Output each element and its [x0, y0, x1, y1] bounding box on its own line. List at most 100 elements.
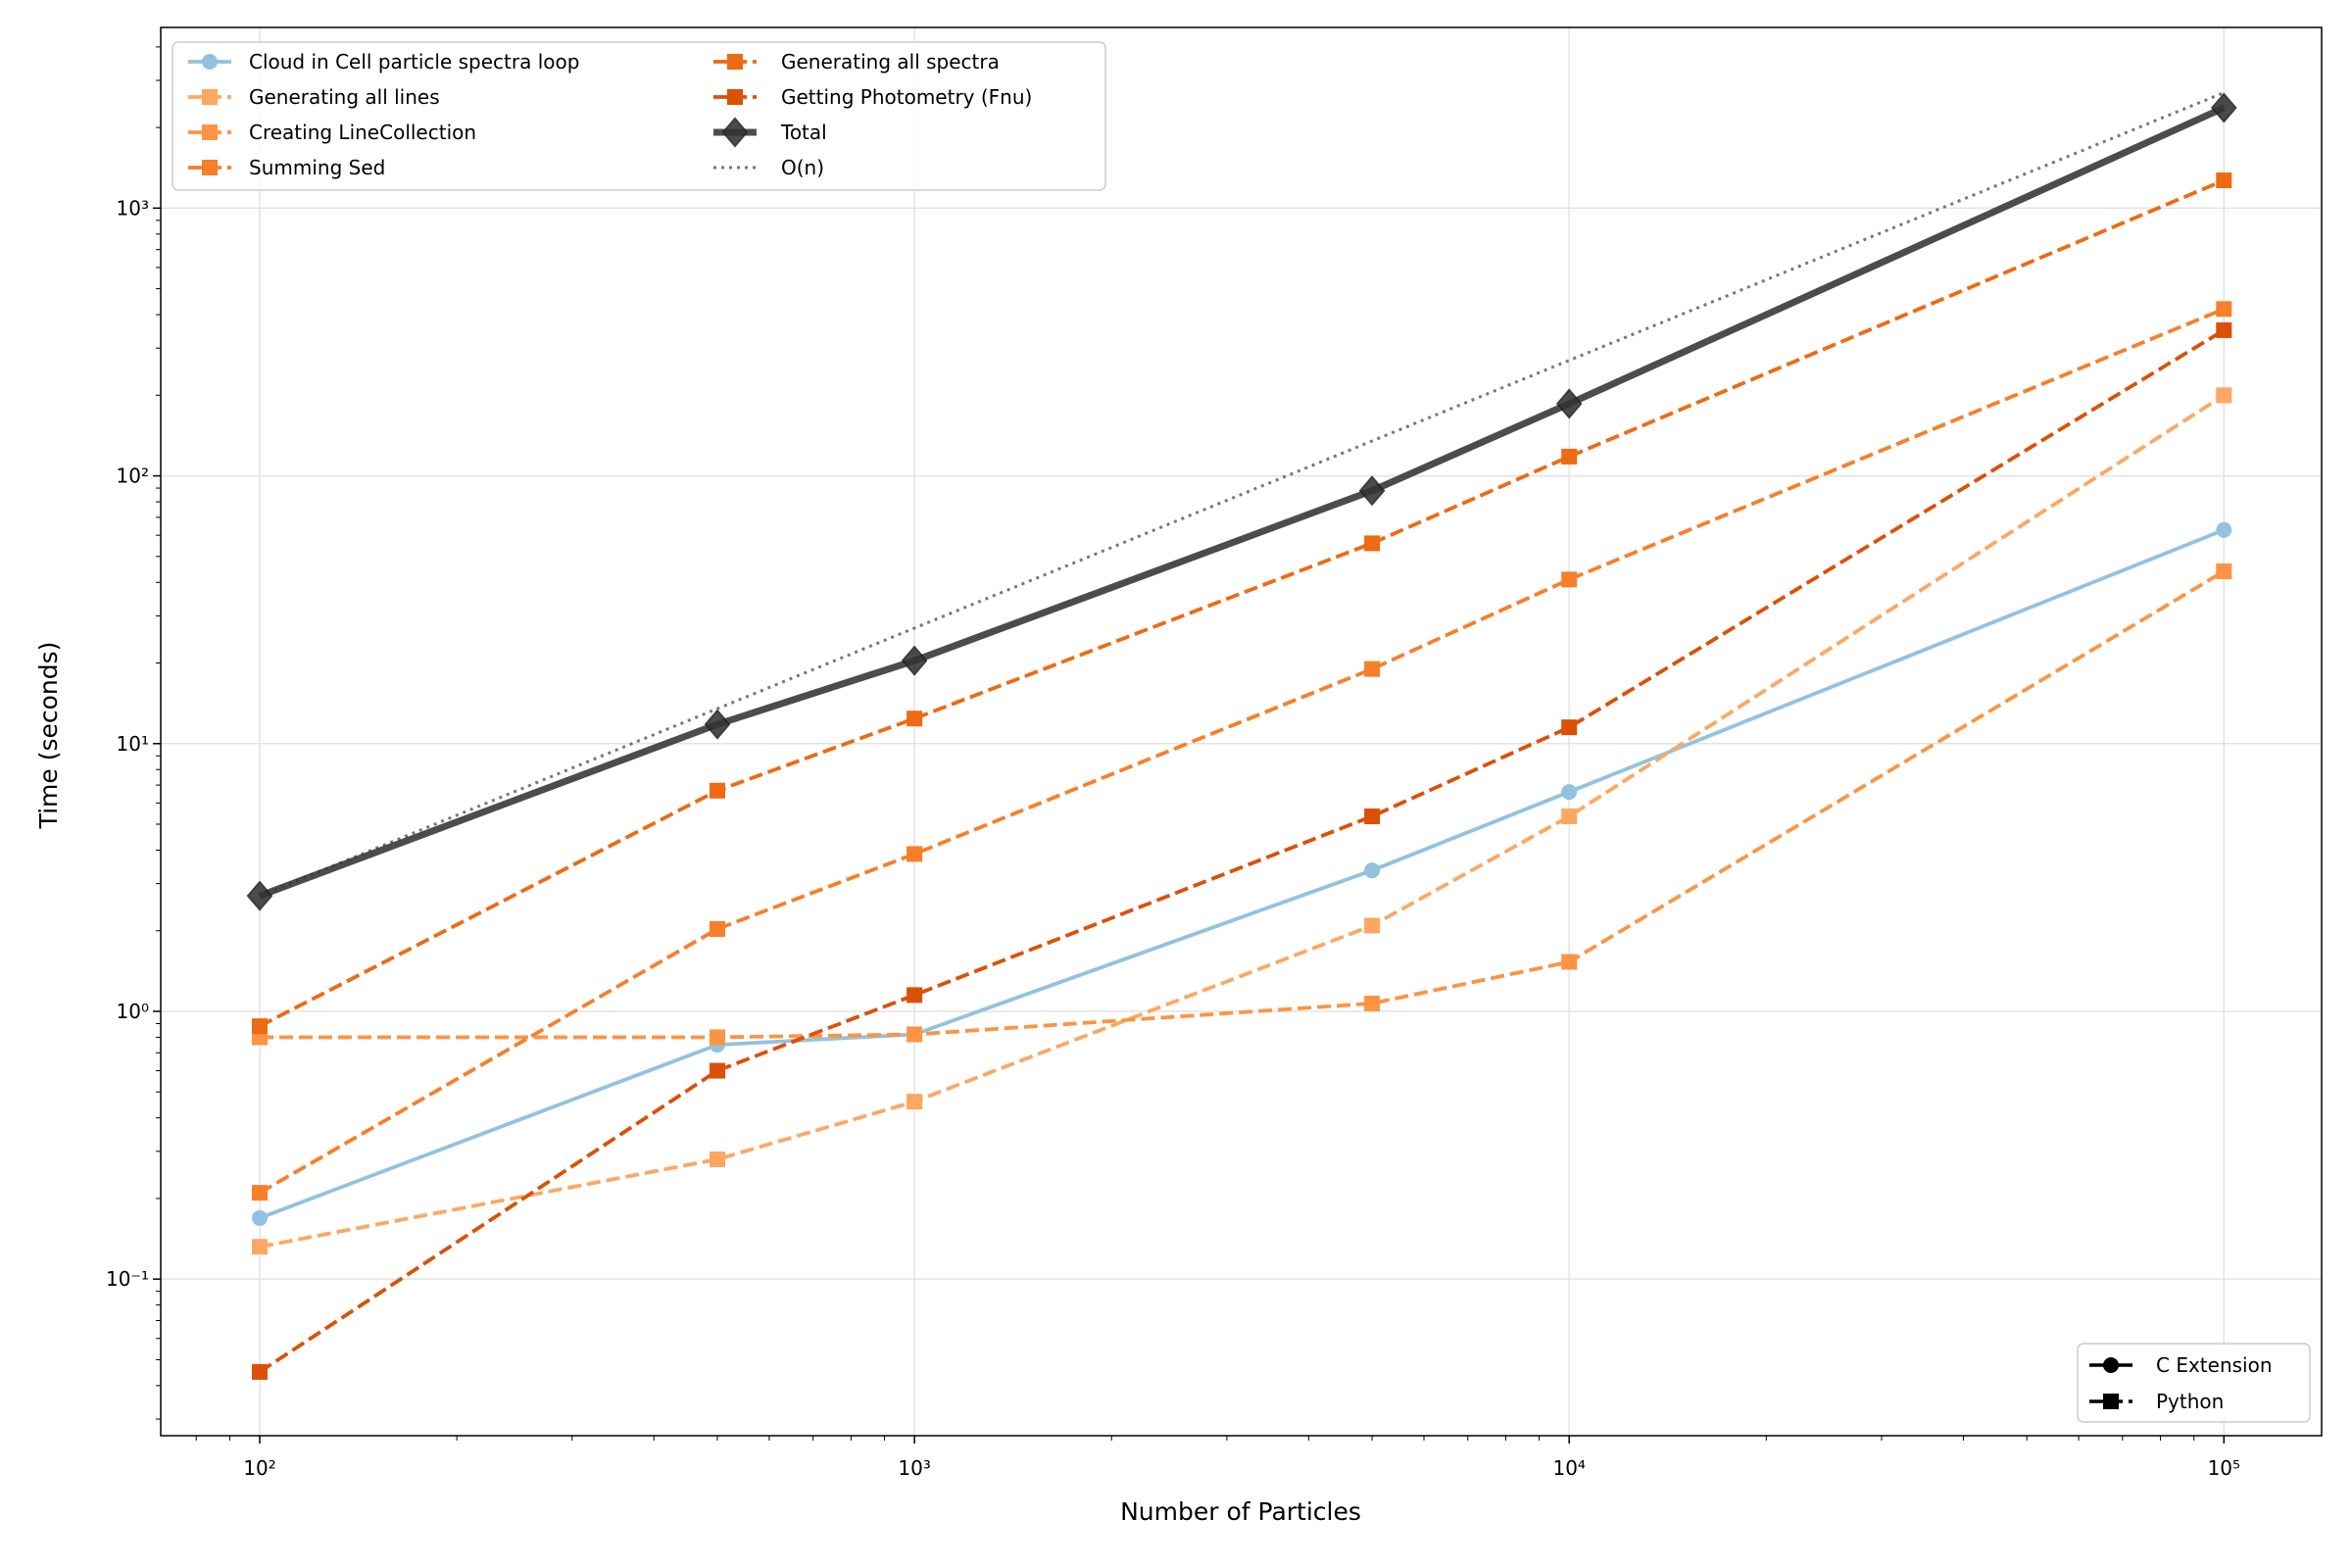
data-point-generating-all-spectra: [906, 710, 923, 727]
legend-marker: [202, 124, 218, 140]
data-point-total: [1358, 475, 1386, 507]
legend-label: Cloud in Cell particle spectra loop: [249, 50, 579, 74]
data-point-total: [901, 645, 928, 676]
data-point-summing-sed: [2216, 301, 2232, 318]
style-legend: C Extension Python: [2077, 1343, 2311, 1423]
data-point-creating-linecollection: [2216, 563, 2232, 579]
data-point-creating-linecollection: [1561, 954, 1578, 970]
data-point-creating-linecollection: [1364, 995, 1381, 1011]
data-point-generating-all-lines: [1561, 808, 1578, 824]
data-point-cloud-in-cell-particle-spectra-loop: [1364, 862, 1381, 879]
data-point-getting-photometry-fnu: [1364, 808, 1381, 824]
series-line-o-n: [259, 91, 2225, 898]
y-tick-label: 10³: [117, 196, 149, 220]
series-line-generating-all-lines: [259, 393, 2226, 1250]
data-point-summing-sed: [1364, 661, 1381, 677]
legend-label: Generating all spectra: [781, 50, 1000, 74]
data-point-getting-photometry-fnu: [906, 987, 923, 1004]
data-point-summing-sed: [252, 1185, 269, 1201]
series-line-summing-sed: [259, 307, 2226, 1195]
legend-label: Creating LineCollection: [249, 121, 476, 144]
legend-box: [2077, 1343, 2311, 1423]
series-generating-all-spectra: [252, 172, 2232, 1035]
legend-entry: Getting Photometry (Fnu): [713, 85, 1032, 109]
data-point-generating-all-lines: [709, 1152, 725, 1168]
legend-marker: [202, 89, 218, 105]
legend-entry: Python: [2089, 1390, 2224, 1413]
y-tick-label: 10⁻¹: [106, 1267, 149, 1291]
series-summing-sed: [252, 301, 2232, 1201]
series-line-generating-all-spectra: [259, 178, 2226, 1028]
data-point-summing-sed: [1561, 571, 1578, 588]
data-point-total: [2210, 92, 2237, 123]
data-point-creating-linecollection: [906, 1026, 923, 1043]
legend-label: Generating all lines: [249, 85, 440, 109]
legend-box: [172, 41, 1106, 191]
series-legend: Cloud in Cell particle spectra loop Gener…: [172, 41, 1106, 191]
legend-label: Python: [2156, 1390, 2224, 1413]
axis-ticks: 10² 10³ 10⁴ 10⁵ 10⁻¹ 10⁰ 10¹ 10² 10³: [106, 46, 2240, 1480]
legend-label: Total: [780, 121, 827, 144]
legend-label: Getting Photometry (Fnu): [781, 85, 1032, 109]
series-line-getting-photometry-fnu: [258, 328, 2226, 1374]
legend-marker: [727, 54, 743, 70]
legend-marker: [202, 54, 218, 70]
legend-entry: Generating all lines: [188, 85, 440, 109]
data-point-generating-all-lines: [906, 1094, 923, 1110]
data-point-getting-photometry-fnu: [2216, 321, 2232, 338]
data-point-cloud-in-cell-particle-spectra-loop: [1561, 784, 1578, 801]
data-point-total: [246, 880, 273, 911]
series-o-n: [259, 91, 2225, 898]
y-axis-label: Time (seconds): [34, 642, 63, 830]
legend-marker: [202, 160, 218, 175]
data-point-creating-linecollection: [709, 1029, 725, 1046]
data-point-summing-sed: [709, 920, 725, 937]
y-tick-label: 10⁰: [117, 1000, 149, 1023]
legend-entry: O(n): [713, 156, 824, 179]
plot-frame: [160, 26, 2323, 1437]
data-point-getting-photometry-fnu: [252, 1363, 269, 1380]
legend-label: C Extension: [2156, 1353, 2273, 1377]
data-point-generating-all-lines: [2216, 387, 2232, 404]
data-point-generating-all-spectra: [709, 782, 725, 799]
data-point-getting-photometry-fnu: [709, 1062, 725, 1079]
y-tick-label: 10²: [117, 465, 149, 488]
series-line-creating-linecollection: [260, 569, 2226, 1040]
legend-marker: [721, 117, 749, 148]
series-creating-linecollection: [252, 563, 2232, 1046]
legend-entry: Summing Sed: [188, 156, 385, 179]
x-axis-label: Number of Particles: [1120, 1497, 1361, 1526]
legend-marker: [2103, 1357, 2119, 1373]
legend-entry: Creating LineCollection: [188, 121, 476, 144]
series-cloud-in-cell-particle-spectra-loop: [252, 521, 2232, 1226]
grid: [161, 27, 2322, 1436]
series-getting-photometry-fnu: [252, 321, 2232, 1380]
data-point-generating-all-lines: [252, 1239, 269, 1255]
data-point-cloud-in-cell-particle-spectra-loop: [2216, 521, 2232, 538]
legend-label: Summing Sed: [249, 156, 385, 179]
legend-entry: C Extension: [2089, 1353, 2273, 1377]
y-tick-label: 10¹: [117, 732, 149, 756]
legend-entry: Cloud in Cell particle spectra loop: [188, 50, 579, 74]
legend-entry: Generating all spectra: [713, 50, 1000, 74]
data-point-getting-photometry-fnu: [1561, 719, 1578, 736]
legend-marker: [2103, 1394, 2119, 1409]
legend-entry: Total: [713, 117, 827, 148]
legend-label: O(n): [781, 156, 824, 179]
data-point-generating-all-spectra: [2216, 172, 2232, 189]
x-tick-label: 10³: [898, 1456, 930, 1480]
series-layer: [246, 91, 2237, 1380]
series-line-total: [258, 104, 2226, 900]
x-tick-label: 10⁵: [2208, 1456, 2240, 1480]
data-point-total: [1555, 388, 1583, 419]
series-total: [246, 92, 2237, 911]
data-point-generating-all-lines: [1364, 917, 1381, 934]
data-point-summing-sed: [906, 846, 923, 862]
legend-marker: [727, 89, 743, 105]
data-point-generating-all-spectra: [1364, 535, 1381, 552]
data-point-generating-all-spectra: [252, 1018, 269, 1035]
data-point-cloud-in-cell-particle-spectra-loop: [252, 1209, 269, 1226]
data-point-total: [704, 709, 731, 740]
x-tick-label: 10⁴: [1552, 1456, 1585, 1480]
